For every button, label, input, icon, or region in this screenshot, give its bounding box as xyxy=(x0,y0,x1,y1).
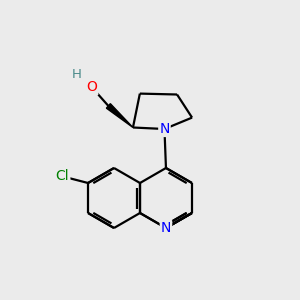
Text: Cl: Cl xyxy=(56,169,69,183)
Polygon shape xyxy=(106,103,133,127)
Text: H: H xyxy=(71,68,81,81)
Text: N: N xyxy=(161,221,171,235)
Text: N: N xyxy=(159,122,170,136)
Text: O: O xyxy=(86,80,97,94)
